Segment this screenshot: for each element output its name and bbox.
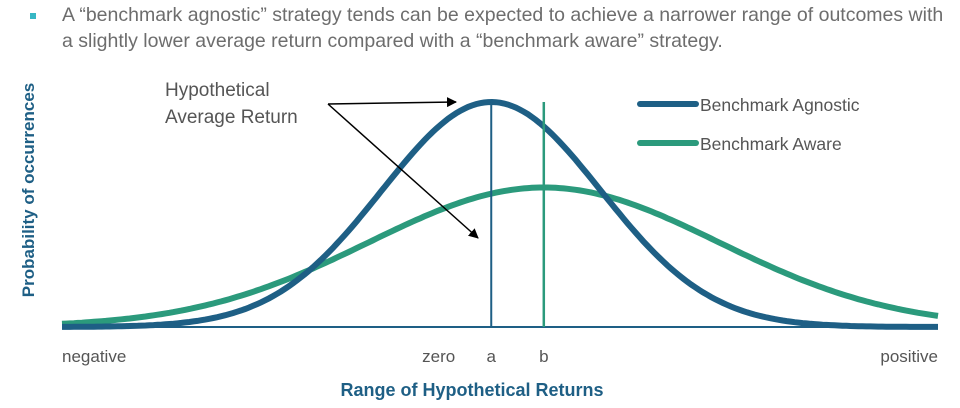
x-tick-label-positive: positive	[880, 347, 938, 366]
annotation-arrow-to-agnostic-peak	[327, 97, 457, 108]
annotation-arrow-to-aware-mean	[327, 103, 479, 239]
y-axis-label: Probability of occurrences	[19, 83, 38, 297]
x-axis-label: Range of Hypothetical Returns	[340, 380, 603, 400]
legend: Benchmark Agnostic Benchmark Aware	[637, 95, 860, 154]
x-tick-label-negative: negative	[62, 347, 126, 366]
annotation-line-2: Average Return	[165, 107, 298, 128]
x-tick-label-a: a	[487, 347, 497, 366]
annotation-line-1: Hypothetical	[165, 80, 270, 101]
x-tick-label-b: b	[539, 347, 548, 366]
legend-label-benchmark-agnostic: Benchmark Agnostic	[700, 95, 860, 115]
series-line-benchmark-agnostic	[62, 98, 938, 330]
bullet-text: A “benchmark agnostic” strategy tends ca…	[62, 4, 944, 52]
legend-label-benchmark-aware: Benchmark Aware	[700, 134, 842, 154]
x-tick-label-zero: zero	[422, 347, 455, 366]
series-line-benchmark-aware	[61, 184, 939, 327]
bullet-square-icon	[30, 13, 36, 19]
